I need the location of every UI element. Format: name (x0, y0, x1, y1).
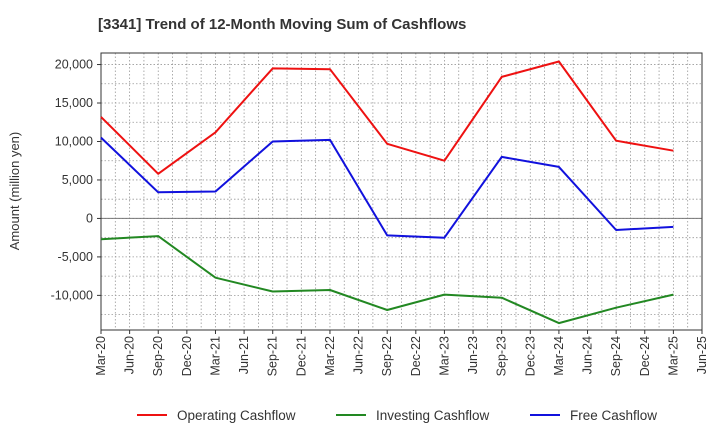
legend: Operating Cashflow Investing Cashflow Free… (137, 408, 657, 423)
x-tick-label: Jun-22 (352, 336, 366, 374)
free-cashflow-legend-label: Free Cashflow (570, 408, 657, 423)
x-tick-label: Mar-25 (666, 336, 680, 376)
y-tick-label: 20,000 (55, 58, 93, 72)
x-tick-label: Jun-23 (466, 336, 480, 374)
y-axis-ticks: 20,000 15,000 10,000 5,000 0 -5,000 -10,000 (51, 58, 101, 302)
plot-frame (100, 52, 703, 331)
investing-cashflow-line (100, 235, 674, 325)
x-tick-label: Sep-24 (609, 336, 623, 376)
y-tick-label: -10,000 (51, 288, 93, 302)
x-tick-label: Jun-24 (581, 336, 595, 374)
x-tick-label: Sep-22 (380, 336, 394, 376)
series-lines (100, 60, 674, 325)
y-tick-label: 0 (86, 211, 93, 225)
y-tick-label: 10,000 (55, 134, 93, 148)
x-tick-label: Jun-25 (695, 336, 709, 374)
y-tick-label: 5,000 (62, 173, 93, 187)
x-tick-label: Sep-21 (266, 336, 280, 376)
x-tick-label: Sep-23 (495, 336, 509, 376)
x-tick-label: Mar-20 (94, 336, 108, 376)
x-tick-label: Sep-20 (151, 336, 165, 376)
investing-cashflow-legend-label: Investing Cashflow (376, 408, 490, 423)
y-axis-label: Amount (million yen) (7, 132, 22, 251)
y-tick-label: 15,000 (55, 96, 93, 110)
x-tick-label: Mar-24 (552, 336, 566, 376)
x-tick-label: Mar-22 (323, 336, 337, 376)
x-axis-ticks: Mar-20 Jun-20 Sep-20 Dec-20 Mar-21 Jun-21 Sep-… (94, 330, 709, 376)
x-tick-label: Mar-21 (208, 336, 222, 376)
plot-border (100, 52, 703, 331)
x-tick-label: Jun-20 (123, 336, 137, 374)
operating-cashflow-line (100, 60, 674, 175)
x-tick-label: Dec-20 (180, 336, 194, 376)
y-tick-label: -5,000 (58, 250, 93, 264)
x-tick-label: Dec-23 (523, 336, 537, 376)
x-tick-label: Mar-23 (437, 336, 451, 376)
x-tick-label: Dec-21 (294, 336, 308, 376)
grid (100, 53, 703, 330)
x-tick-label: Jun-21 (237, 336, 251, 374)
x-tick-label: Dec-22 (409, 336, 423, 376)
chart-title: [3341] Trend of 12-Month Moving Sum of C… (98, 16, 466, 33)
operating-cashflow-legend-label: Operating Cashflow (177, 408, 296, 423)
free-cashflow-line (100, 136, 674, 239)
x-tick-label: Dec-24 (638, 336, 652, 376)
